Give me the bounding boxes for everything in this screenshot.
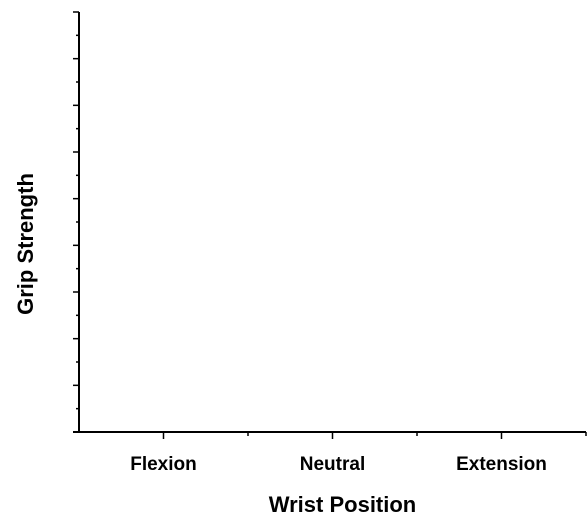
x-axis-ticks xyxy=(162,432,587,439)
x-axis-tick-label: Extension xyxy=(456,454,547,475)
x-axis-tick-labels: Flexion Neutral Extension xyxy=(130,454,547,475)
x-axis-tick-label: Flexion xyxy=(130,454,197,475)
x-axis-tick-label: Neutral xyxy=(300,454,365,475)
x-axis-title: Wrist Position xyxy=(269,492,417,517)
y-axis-title: Grip Strength xyxy=(13,173,38,315)
